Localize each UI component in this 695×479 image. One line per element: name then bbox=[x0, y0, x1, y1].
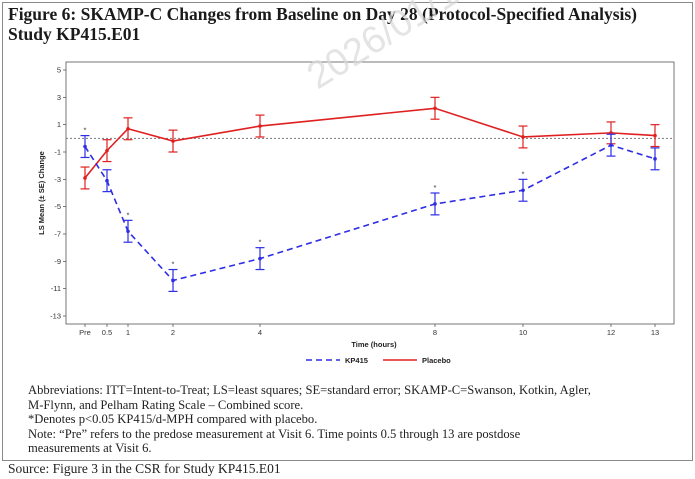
legend-kp415-label: KP415 bbox=[345, 356, 368, 365]
x-tick-label: 10 bbox=[519, 328, 527, 337]
data-point bbox=[171, 139, 175, 143]
significance-marker: * bbox=[127, 210, 130, 219]
significance-marker: * bbox=[84, 126, 87, 135]
y-axis: 5 3 1 -1 -3 -5 -7 -9 -11 -13 bbox=[50, 66, 66, 321]
y-tick-label: -1 bbox=[54, 148, 61, 157]
data-point bbox=[521, 188, 525, 193]
data-point bbox=[433, 202, 437, 206]
x-tick-label: 13 bbox=[651, 328, 659, 337]
legend-placebo-label: Placebo bbox=[422, 356, 451, 365]
data-point bbox=[653, 157, 657, 161]
x-tick-label: 12 bbox=[607, 328, 615, 337]
x-tick-label: Pre bbox=[79, 328, 91, 337]
y-axis-label: LS Mean (± SE) Change bbox=[37, 151, 46, 235]
significance-marker: * bbox=[434, 183, 437, 192]
significance-marker: * bbox=[259, 238, 262, 247]
series-kp415: * * * * * * bbox=[80, 126, 660, 292]
y-tick-label: 5 bbox=[57, 66, 61, 75]
significance-marker: * bbox=[522, 169, 525, 178]
data-point bbox=[126, 229, 130, 234]
data-point bbox=[171, 278, 175, 283]
abbrev-line2: M-Flynn, and Pelham Rating Scale – Combi… bbox=[28, 397, 304, 412]
figure-title-line2: Study KP415.E01 bbox=[8, 24, 141, 44]
plot-area bbox=[65, 61, 675, 325]
data-point bbox=[258, 256, 262, 261]
x-tick-label: 2 bbox=[171, 328, 175, 337]
series-layer: * * * * * * bbox=[80, 96, 660, 292]
y-tick-label: 3 bbox=[57, 93, 61, 102]
legend: KP415 Placebo bbox=[306, 356, 451, 365]
y-tick-label: -7 bbox=[54, 230, 61, 239]
x-tick-label: 1 bbox=[126, 328, 130, 337]
x-tick-label: 4 bbox=[258, 328, 262, 337]
data-point bbox=[83, 176, 87, 180]
data-point bbox=[609, 143, 613, 147]
y-tick-label: -5 bbox=[54, 202, 61, 211]
y-tick-label: -3 bbox=[54, 175, 61, 184]
data-point bbox=[653, 133, 657, 138]
chart-svg: 531-1-3-5-7-9-11-13 Pre 0.5 1 2 4 8 10 12 13 ***… bbox=[37, 61, 675, 365]
y-tick-label: -9 bbox=[54, 257, 61, 266]
x-axis-label: Time (hours) bbox=[351, 340, 397, 349]
data-point bbox=[105, 148, 109, 153]
x-tick-label: 0.5 bbox=[102, 328, 112, 337]
figure-title: Figure 6: SKAMP-C Changes from Baseline … bbox=[8, 4, 688, 44]
y-tick-label: 1 bbox=[57, 120, 61, 129]
x-tick-label: 8 bbox=[433, 328, 437, 337]
data-point bbox=[433, 106, 437, 111]
data-point bbox=[126, 126, 130, 131]
figure-notes: Abbreviations: ITT=Intent-to-Treat; LS=l… bbox=[28, 383, 688, 456]
series-placebo bbox=[80, 96, 660, 190]
significance-marker: * bbox=[172, 260, 175, 269]
source-line: Source: Figure 3 in the CSR for Study KP… bbox=[8, 461, 281, 476]
asterisk-note: *Denotes p<0.05 KP415/d-MPH compared wit… bbox=[28, 412, 318, 426]
note-line1: Note: “Pre” refers to the predose measur… bbox=[28, 426, 521, 441]
abbrev-line1: Abbreviations: ITT=Intent-to-Treat; LS=l… bbox=[28, 383, 591, 397]
data-point bbox=[258, 124, 262, 128]
y-tick-label: -13 bbox=[50, 312, 61, 321]
data-point bbox=[521, 135, 525, 139]
y-tick-label: -11 bbox=[51, 284, 61, 293]
data-point bbox=[105, 178, 109, 183]
data-point bbox=[83, 144, 87, 149]
x-axis: Pre 0.5 1 2 4 8 10 12 13 bbox=[79, 324, 659, 337]
note-line2: measurements at Visit 6. bbox=[28, 441, 152, 455]
figure-title-line1: Figure 6: SKAMP-C Changes from Baseline … bbox=[8, 4, 638, 24]
